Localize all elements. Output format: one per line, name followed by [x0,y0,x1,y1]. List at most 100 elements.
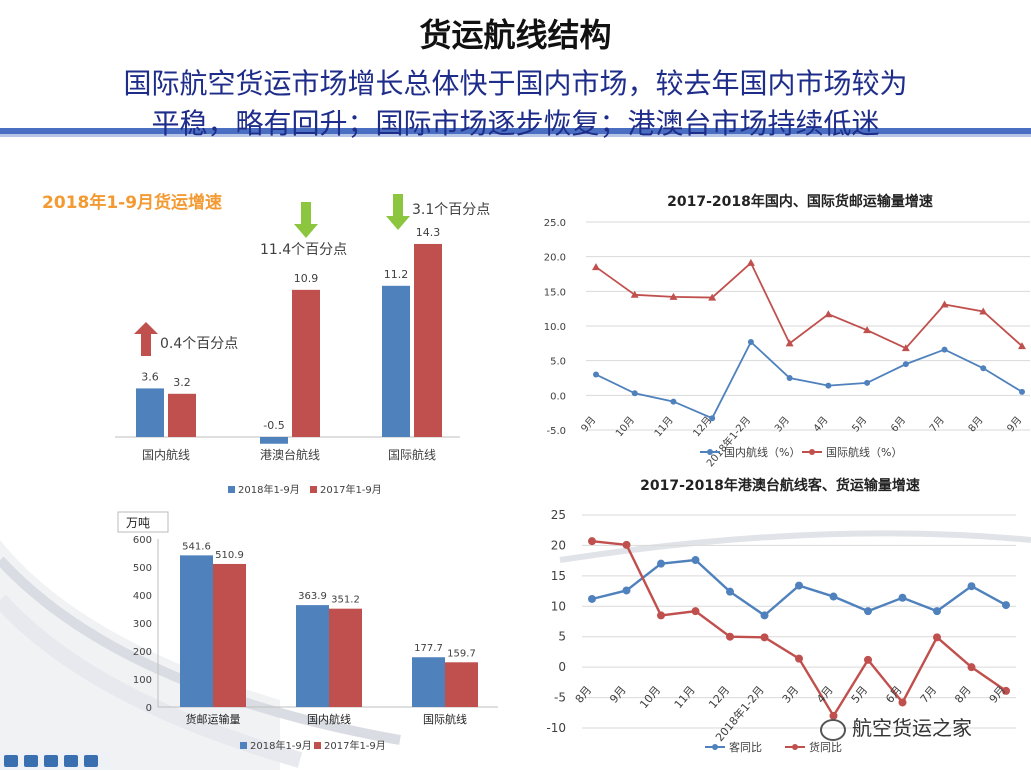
page-title: 货运航线结构 [419,16,612,54]
bar [412,657,445,707]
data-point [588,537,596,546]
data-point [1019,388,1025,395]
data-point [979,307,988,315]
x-tick-label: 9月 [1005,414,1025,434]
page-subtitle-line1: 国际航空货运市场增长总体快于国内市场，较去年国内市场较为 [123,67,908,100]
data-point [630,290,639,298]
data-point [829,711,838,720]
x-tick-label: 8月 [952,684,974,706]
data-point [825,382,832,389]
bar [329,608,362,707]
legend-swatch [228,486,235,493]
data-point [941,346,948,353]
bar-value-label: 14.3 [416,226,441,239]
y-tick-label: 25.0 [544,218,566,229]
legend-swatch [310,486,317,493]
data-point [709,415,716,422]
bar [382,285,410,437]
data-point [898,593,907,602]
up-arrow-icon [134,322,158,356]
bar-value-label: 351.2 [331,595,360,606]
data-point [588,594,596,603]
data-point [669,292,678,300]
data-point [708,293,717,301]
wechat-icon [820,718,846,741]
down-arrow-icon [294,202,318,238]
data-point [864,607,872,616]
legend-label: 2018年1-9月 [238,483,300,496]
watermark: 航空货运之家 [820,712,972,741]
x-tick-label: 10月 [613,414,637,439]
bar [445,662,478,707]
y-tick-label: 15 [551,569,566,583]
category-label: 货邮运输量 [186,712,241,726]
data-point [631,390,638,397]
data-point [1002,686,1010,695]
chart-title: 2017-2018年港澳台航线客、货运输量增速 [640,477,920,494]
y-tick-label: -10 [546,721,566,735]
x-tick-label: 7月 [927,414,947,434]
shirt-icon[interactable] [64,755,78,767]
x-tick-label: 4月 [814,684,836,706]
data-point [933,607,941,616]
domestic-international-line-chart: 2017-2018年国内、国际货邮运输量增速 -5.0 0.0 5.0 10.0 15.0… [544,193,1030,469]
legend-label: 国内航线（%） [724,445,800,459]
chart-title: 2018年1-9月货运增速 [42,192,222,213]
data-point [795,654,803,663]
mic-icon[interactable] [4,755,18,767]
y-tick-label: 20.0 [544,253,566,264]
data-point [691,607,700,616]
legend-marker [809,449,815,455]
grid-icon[interactable] [84,755,98,767]
x-tick-label: 9月 [987,684,1009,706]
y-tick-label: 400 [133,591,152,602]
data-point [864,379,871,386]
bar-value-label: 363.9 [298,591,327,602]
data-point [691,556,700,565]
data-point [898,698,907,707]
data-point [657,611,665,620]
data-point [760,633,769,642]
data-point [967,663,976,672]
x-tick-label: 8月 [573,684,595,706]
category-label: 国际航线 [423,712,467,726]
data-point [824,310,833,318]
data-point [1002,601,1010,610]
y-tick-label: 20 [551,538,566,552]
x-tick-label: 3月 [780,684,802,706]
bar [136,388,164,437]
chart-title: 2017-2018年国内、国际货邮运输量增速 [667,193,933,210]
y-tick-label: 5 [558,630,566,644]
y-tick-label: 0 [558,660,566,674]
data-point [760,611,769,620]
bar [213,563,246,707]
legend-label: 货同比 [809,740,842,754]
y-tick-label: 200 [133,647,152,658]
down-arrow-icon [386,194,410,230]
bar [414,243,442,437]
y-tick-label: 500 [133,563,152,574]
category-label: 国内航线 [307,712,351,726]
data-point [864,655,872,664]
x-tick-label: 8月 [966,414,986,434]
data-point [863,326,872,334]
bar-value-label: 10.9 [294,272,319,285]
data-point [747,338,754,345]
category-label: 国际航线 [388,447,436,462]
user-icon[interactable] [44,755,58,767]
y-tick-label: 100 [133,675,152,686]
y-tick-label: -5 [554,691,566,705]
annotation-label: 3.1个百分点 [412,202,490,218]
y-tick-label: 0 [146,703,152,714]
bar-value-label: 11.2 [384,268,409,281]
keyboard-icon[interactable] [24,755,38,767]
data-point [746,258,755,266]
bar [296,605,329,707]
legend-label: 2018年1-9月 [250,739,312,752]
x-tick-label: 5月 [850,414,870,434]
y-tick-label: -5.0 [546,426,566,437]
data-point [902,361,909,368]
data-point [933,633,941,642]
